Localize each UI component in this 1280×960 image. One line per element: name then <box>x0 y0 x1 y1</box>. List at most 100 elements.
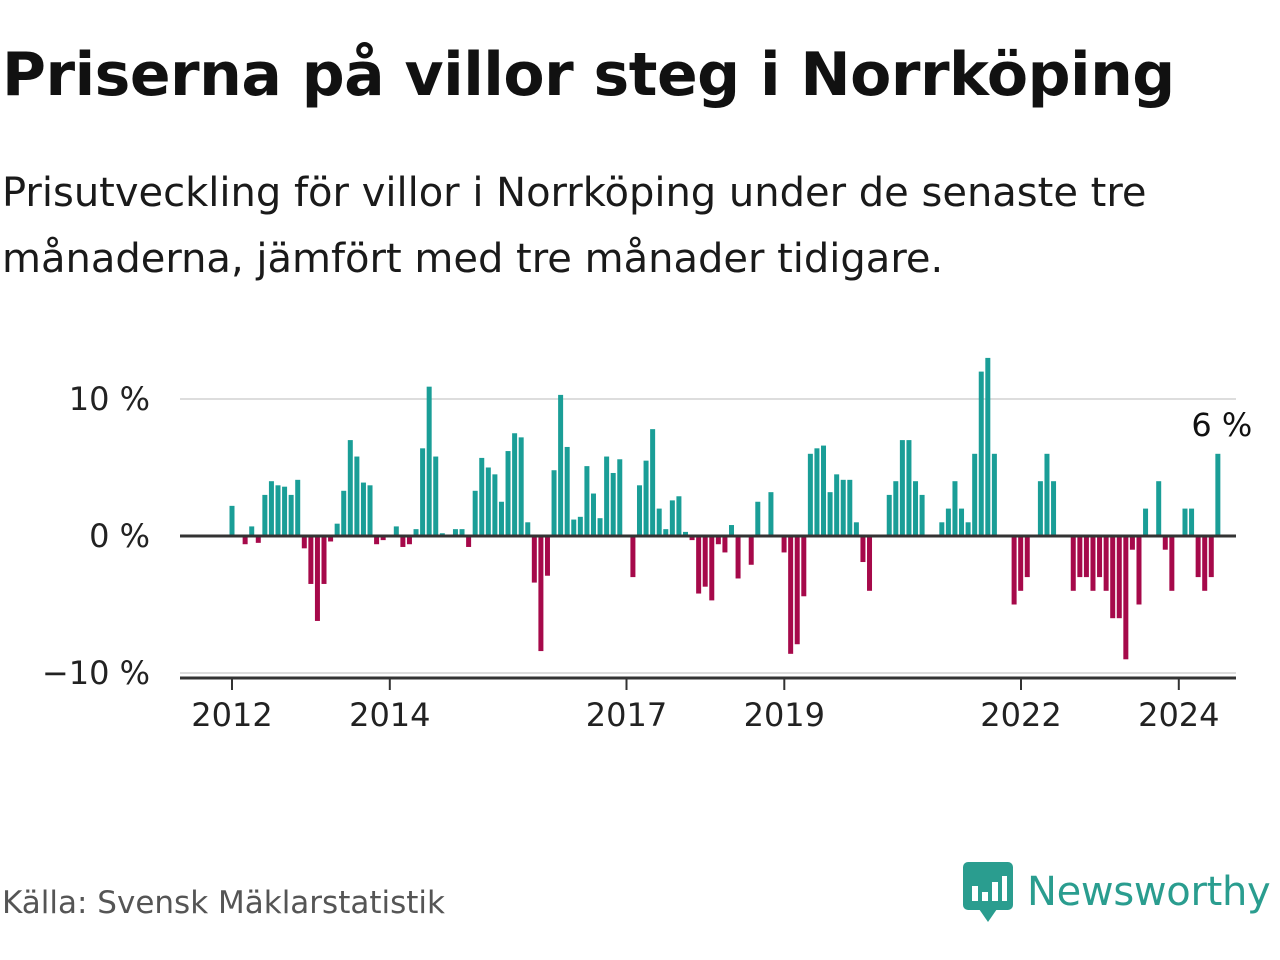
bar <box>525 522 531 536</box>
bar <box>952 481 958 536</box>
bar <box>485 467 491 536</box>
bars <box>229 357 1221 660</box>
bar <box>288 494 294 536</box>
bar <box>991 453 997 536</box>
bar <box>360 482 366 536</box>
bar <box>853 522 859 536</box>
bar <box>1011 536 1017 605</box>
newsworthy-logo-text: Newsworthy <box>1027 869 1271 915</box>
bar <box>617 459 623 536</box>
bar <box>610 472 616 536</box>
bar <box>249 526 255 536</box>
bar <box>426 386 432 536</box>
bar <box>433 456 439 536</box>
bar <box>492 474 498 536</box>
bar <box>1202 536 1208 591</box>
bar <box>630 536 636 578</box>
bar <box>1143 508 1149 536</box>
bar <box>466 536 472 547</box>
bar <box>669 500 675 536</box>
bar <box>689 536 695 541</box>
y-tick-label: 0 % <box>89 517 150 555</box>
bar <box>242 536 248 545</box>
bar <box>374 536 380 545</box>
bar <box>972 453 978 536</box>
bar <box>459 529 465 536</box>
bar <box>1215 453 1221 536</box>
bar <box>985 357 991 536</box>
bar <box>1195 536 1201 578</box>
bar <box>544 536 550 576</box>
bar <box>1037 481 1043 536</box>
bar <box>479 457 485 536</box>
bar <box>262 494 268 536</box>
bar <box>400 536 406 547</box>
bar <box>558 394 564 536</box>
bar <box>702 536 708 587</box>
bar <box>295 479 301 536</box>
bar <box>308 536 314 584</box>
bar <box>939 522 945 536</box>
bar <box>893 481 899 536</box>
bar <box>571 519 577 536</box>
bar <box>965 522 971 536</box>
bar <box>978 371 984 536</box>
bar <box>748 536 754 565</box>
bar <box>301 536 307 549</box>
bar <box>735 536 741 579</box>
bar <box>656 508 662 536</box>
bar <box>380 536 386 541</box>
bar <box>794 536 800 645</box>
bar <box>676 496 682 536</box>
bar <box>729 525 734 536</box>
bar <box>650 429 656 536</box>
bar <box>321 536 327 584</box>
y-tick-label: 10 % <box>69 380 150 418</box>
gridlines <box>180 398 1236 674</box>
bar <box>354 456 360 536</box>
bar <box>1024 536 1030 578</box>
bar <box>788 536 794 654</box>
bar <box>367 485 373 536</box>
bar <box>1169 536 1175 591</box>
x-tick-label: 2017 <box>586 696 667 734</box>
x-tick-label: 2014 <box>349 696 430 734</box>
bar <box>827 492 833 536</box>
newsworthy-logo[interactable]: Newsworthy <box>963 862 1271 922</box>
bar <box>945 508 951 536</box>
last-value-annotation: 6 % <box>1191 406 1252 444</box>
source-note: Källa: Svensk Mäklarstatistik <box>2 885 445 921</box>
bar <box>420 448 426 536</box>
bar <box>505 451 511 536</box>
bar <box>282 486 288 536</box>
bar <box>1182 508 1188 536</box>
bar <box>755 501 761 536</box>
bar <box>1070 536 1076 591</box>
bar <box>1156 481 1162 536</box>
bar <box>867 536 873 591</box>
bar <box>807 453 813 536</box>
bar <box>604 456 610 536</box>
newsworthy-logo-icon <box>963 862 1013 922</box>
bar <box>328 536 334 542</box>
bar <box>663 529 669 536</box>
chart-subtitle: Prisutveckling för villor i Norrköping u… <box>2 170 1147 282</box>
bar <box>1044 453 1050 536</box>
bar <box>229 505 235 536</box>
bar <box>1189 508 1195 536</box>
bar <box>275 485 281 536</box>
bar <box>899 440 905 536</box>
bar <box>584 466 590 536</box>
x-tick-label: 2019 <box>744 696 825 734</box>
bar <box>538 536 544 652</box>
bar <box>913 481 919 536</box>
bar <box>590 493 596 536</box>
bar <box>840 479 846 536</box>
x-tick-label: 2024 <box>1138 696 1219 734</box>
bar <box>682 531 688 536</box>
bar <box>564 446 570 536</box>
axis-labels: 10 % 0 % −10 % 2012 2014 2017 2019 2022 2024 6 % <box>42 380 1252 734</box>
axes <box>180 534 1236 690</box>
bar <box>696 536 702 594</box>
bar <box>255 536 261 543</box>
